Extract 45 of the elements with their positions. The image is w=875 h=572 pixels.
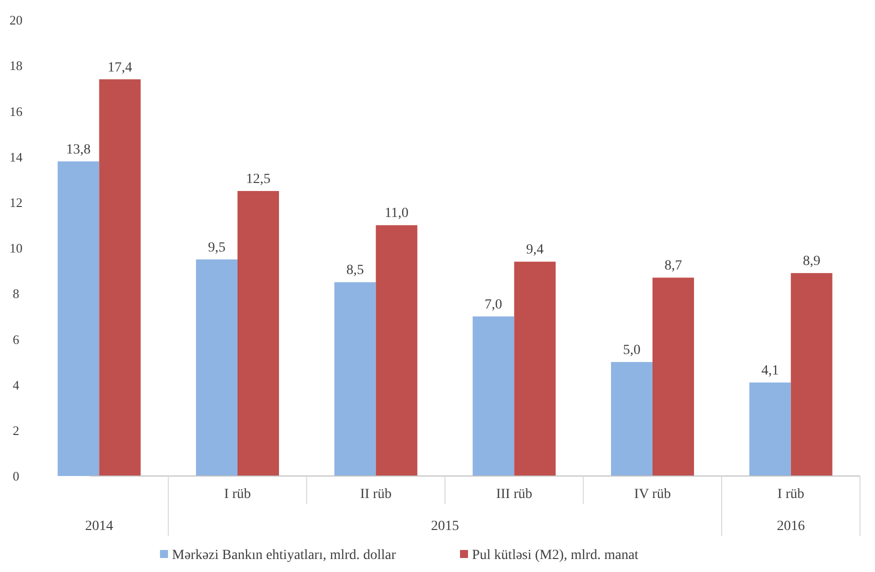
legend-label: Pul kütləsi (M2), mlrd. manat	[472, 548, 639, 563]
text: 2015	[431, 519, 459, 534]
data-label: 17,4	[108, 60, 132, 76]
bar	[790, 273, 832, 476]
y-tick-label: 6	[12, 332, 20, 347]
data-label: 11,0	[384, 206, 409, 222]
data-label: 5,0	[623, 343, 640, 358]
data-label: 8,9	[802, 254, 820, 270]
data-label: 8,5	[346, 263, 364, 278]
x-tick-label: I rüb	[777, 487, 804, 502]
bar	[196, 259, 238, 476]
x-tick-label: III rüb	[496, 487, 532, 502]
bar	[99, 79, 141, 476]
bar	[749, 382, 791, 476]
bar	[652, 278, 694, 476]
data-label: 13,8	[66, 142, 91, 158]
data-label: 4,1	[761, 364, 779, 379]
data-label: 9,4	[526, 242, 544, 258]
bar	[514, 262, 556, 476]
text: 2016	[776, 519, 805, 534]
y-tick-label: 2	[12, 422, 20, 438]
y-tick-label: 12	[10, 194, 22, 210]
y-tick-label: 16	[10, 104, 23, 119]
x-tick-label: II rüb	[360, 487, 392, 502]
data-label: 8,7	[664, 258, 682, 274]
y-tick-label: 14	[10, 149, 23, 164]
bar	[611, 362, 652, 476]
y-tick-label: 20	[10, 12, 22, 28]
x-tick-label: I rüb	[224, 487, 251, 502]
y-tick-label: 4	[12, 377, 20, 392]
x-tick-label: IV rüb	[634, 487, 671, 502]
y-tick-label: 10	[10, 240, 22, 256]
bar	[334, 282, 376, 476]
data-label: 7,0	[484, 297, 502, 312]
data-label: 9,5	[208, 240, 226, 256]
text: 2014	[85, 519, 114, 534]
y-tick-label: 0	[12, 468, 20, 484]
y-tick-label: 18	[10, 58, 22, 74]
bar	[376, 225, 418, 476]
legend-label: Mərkəzi Bankın ehtiyatları, mlrd. dollar	[172, 548, 396, 563]
bar	[238, 191, 279, 476]
y-tick-label: 8	[12, 286, 20, 302]
bar	[58, 161, 100, 476]
data-label: 12,5	[246, 172, 270, 187]
bar	[472, 316, 514, 476]
